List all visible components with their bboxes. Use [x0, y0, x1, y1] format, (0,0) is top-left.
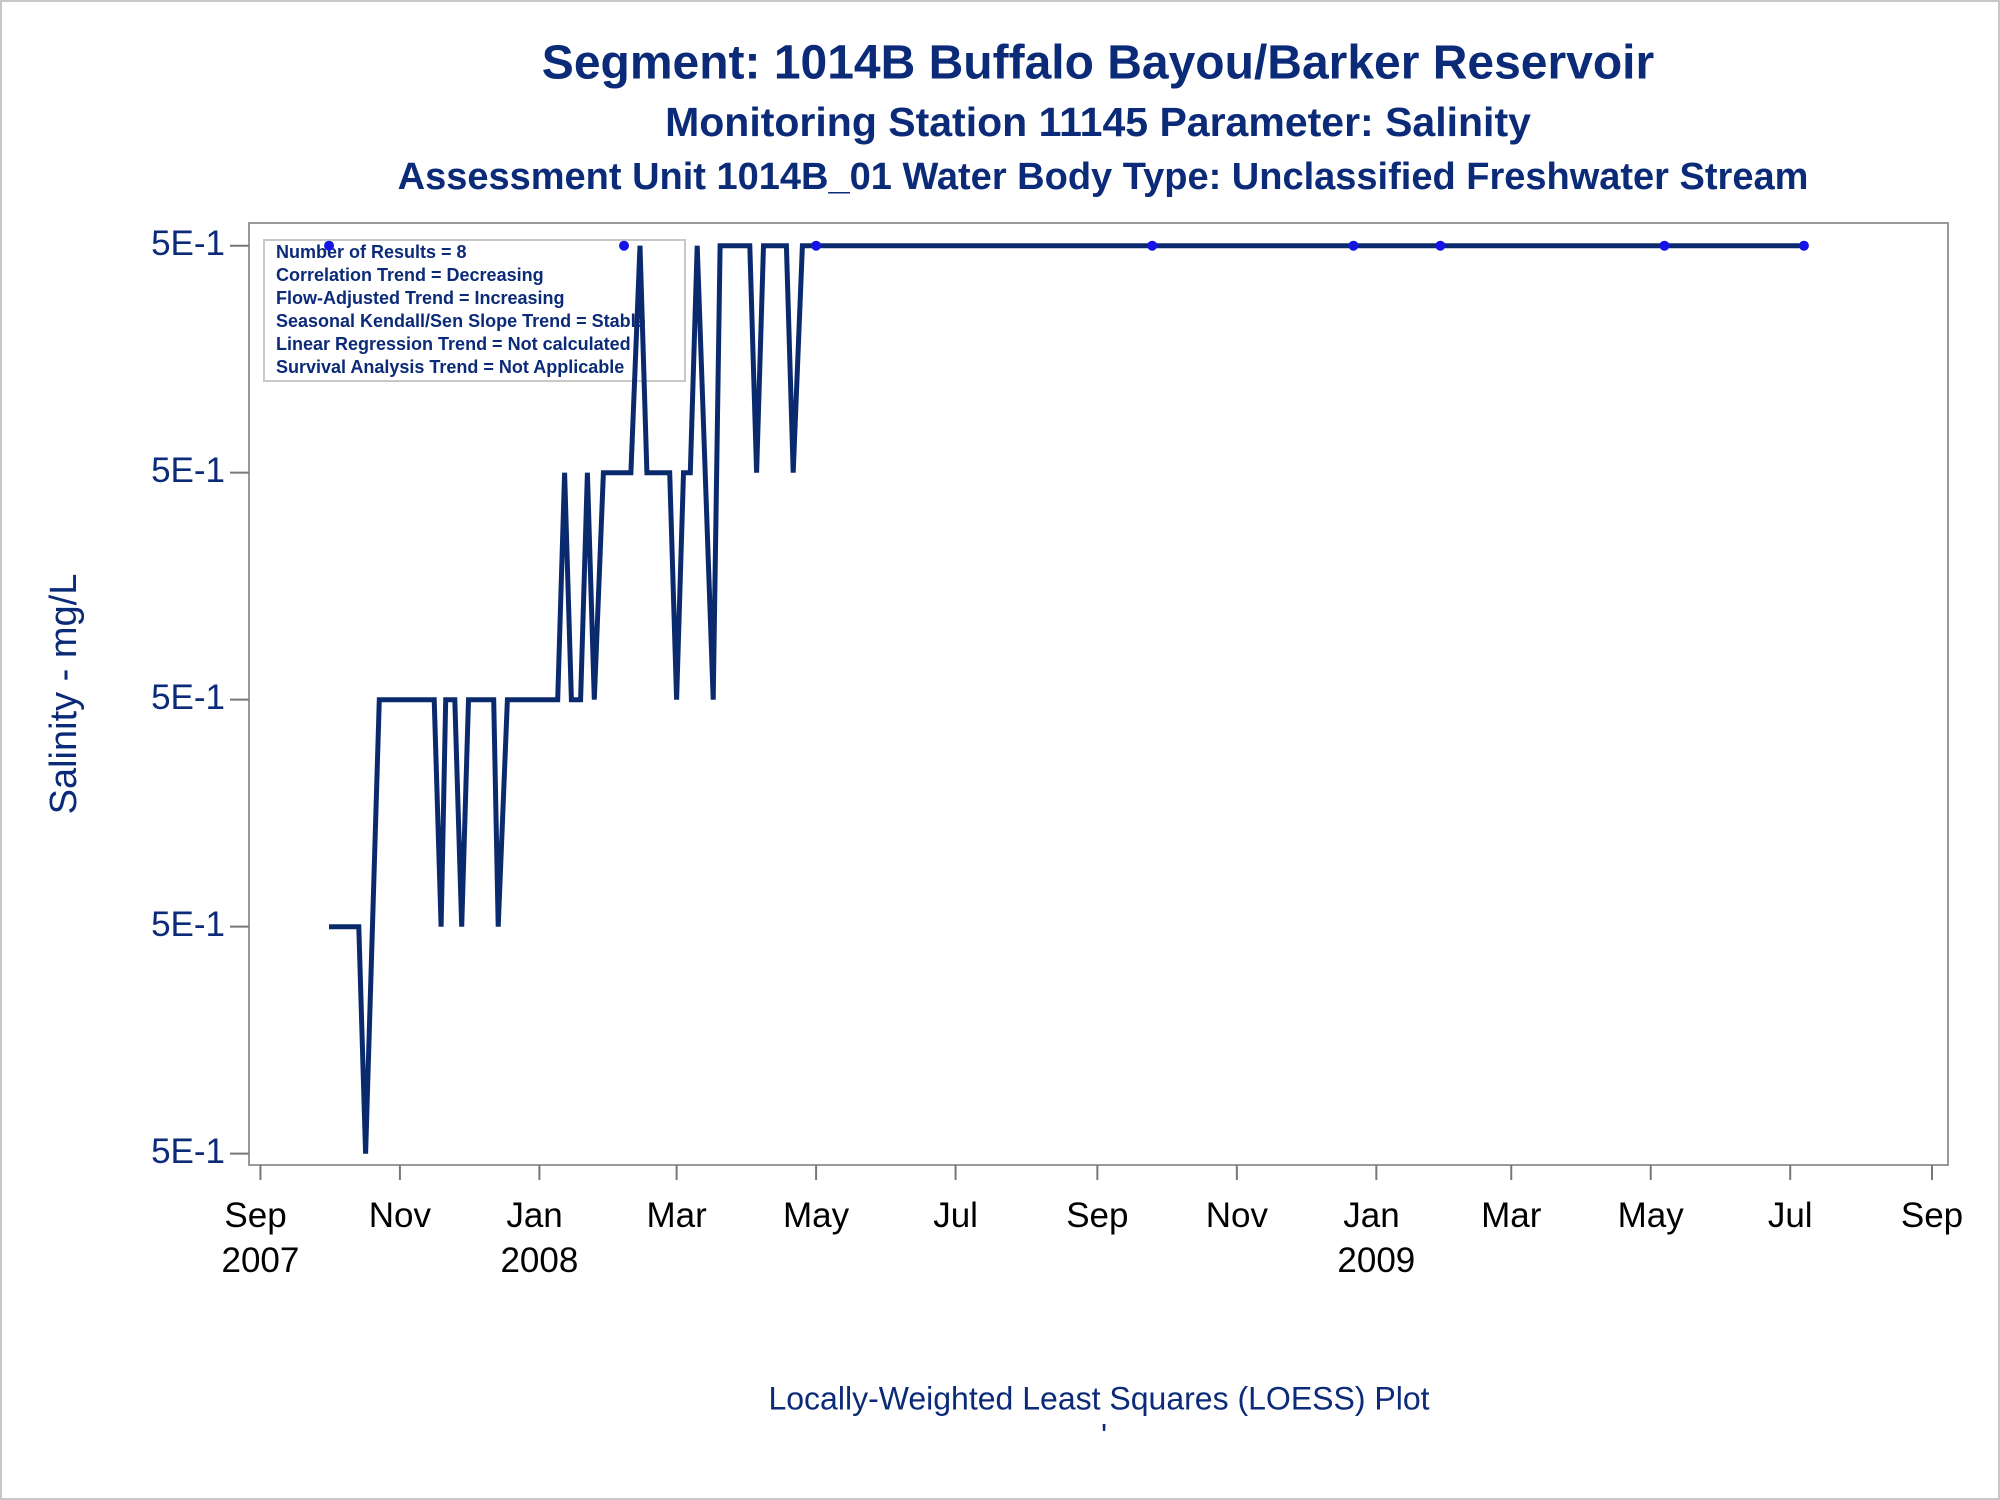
- y-axis-label: Salinity - mg/L: [43, 574, 85, 815]
- chart-subtitle: Assessment Unit 1014B_01 Water Body Type…: [398, 156, 1809, 198]
- stats-text: Seasonal Kendall/Sen Slope Trend = Stabl…: [276, 311, 646, 331]
- observation-point: [619, 240, 630, 251]
- stats-text: Linear Regression Trend = Not calculated: [276, 334, 631, 354]
- x-tick-label: Jul: [933, 1196, 978, 1235]
- x-tick-label: Nov: [369, 1196, 432, 1235]
- y-tick-label: 5E-1: [151, 451, 225, 490]
- observation-point: [1348, 240, 1359, 251]
- x-tick-label: Sep: [1066, 1196, 1128, 1235]
- x-tick-label: May: [783, 1196, 850, 1235]
- stats-text: Number of Results = 8: [276, 242, 467, 262]
- y-tick-label: 5E-1: [151, 1132, 225, 1171]
- observation-point: [1147, 240, 1158, 251]
- stats-text: Correlation Trend = Decreasing: [276, 265, 544, 285]
- y-tick-label: 5E-1: [151, 905, 225, 944]
- observation-point: [1798, 240, 1809, 251]
- y-tick-label: 5E-1: [151, 224, 225, 263]
- plot-frame: [248, 222, 1949, 1166]
- stats-text: Survival Analysis Trend = Not Applicable: [276, 357, 624, 377]
- x-tick-label: May: [1618, 1196, 1685, 1235]
- x-tick-label: Mar: [646, 1196, 707, 1235]
- x-tick-label: Jul: [1768, 1196, 1813, 1235]
- loess-line: [329, 243, 1804, 1154]
- stats-box: [263, 239, 686, 382]
- x-tick-label: Mar: [1481, 1196, 1542, 1235]
- observation-point: [1435, 240, 1446, 251]
- chart-title: Segment: 1014B Buffalo Bayou/Barker Rese…: [542, 37, 1654, 90]
- x-tick-label: Sep 2007: [221, 1196, 299, 1280]
- x-tick-label: Sep: [1901, 1196, 1963, 1235]
- observation-point: [1659, 240, 1670, 251]
- chart-subtitle: Monitoring Station 11145 Parameter: Sali…: [665, 99, 1531, 145]
- stats-text: Flow-Adjusted Trend = Increasing: [276, 288, 565, 308]
- x-tick-label: Jan 2009: [1337, 1196, 1415, 1280]
- y-tick-label: 5E-1: [151, 678, 225, 717]
- x-tick-label: Jan 2008: [500, 1196, 578, 1280]
- observation-point: [324, 240, 335, 251]
- footnote: ': [1101, 1417, 1107, 1453]
- footnote: Locally-Weighted Least Squares (LOESS) P…: [768, 1380, 1429, 1416]
- observation-point: [811, 240, 822, 251]
- x-tick-label: Nov: [1206, 1196, 1269, 1235]
